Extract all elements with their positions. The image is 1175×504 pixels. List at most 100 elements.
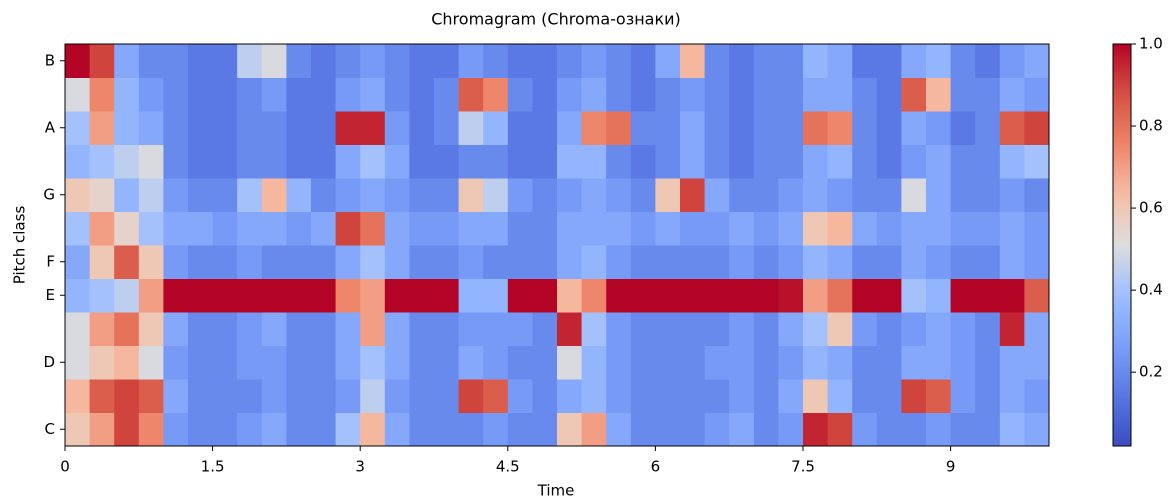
heatmap-cell: [212, 144, 238, 179]
heatmap-cell: [65, 178, 91, 212]
heatmap-cell: [901, 379, 927, 413]
heatmap-cell: [483, 144, 509, 179]
heatmap-cell: [876, 379, 902, 413]
heatmap-cell: [384, 312, 410, 346]
heatmap-cell: [335, 379, 361, 413]
heatmap-cell: [138, 345, 164, 380]
heatmap-cell: [483, 77, 509, 112]
heatmap-cell: [729, 245, 755, 279]
heatmap-cell: [360, 77, 386, 112]
heatmap-cell: [188, 111, 214, 145]
heatmap-cell: [852, 412, 878, 447]
heatmap-cell: [753, 245, 779, 279]
heatmap-cell: [212, 312, 238, 346]
heatmap-cell: [286, 144, 312, 179]
heatmap-cell: [335, 211, 361, 246]
heatmap-cell: [1024, 379, 1050, 413]
heatmap-cell: [901, 77, 927, 112]
heatmap-cell: [778, 144, 804, 179]
heatmap-cell: [606, 178, 632, 212]
heatmap-cell: [803, 44, 829, 78]
heatmap-cell: [753, 345, 779, 380]
heatmap-cell: [114, 44, 140, 78]
heatmap-cell: [827, 345, 853, 380]
heatmap-cell: [655, 245, 681, 279]
heatmap-cell: [999, 111, 1025, 145]
heatmap-cell: [680, 178, 706, 212]
heatmap-cell: [655, 44, 681, 78]
heatmap-cell: [852, 312, 878, 346]
heatmap-cell: [409, 44, 435, 78]
heatmap-cell: [655, 379, 681, 413]
heatmap-cell: [409, 211, 435, 246]
x-tick-label: 3: [355, 458, 365, 476]
heatmap-cell: [188, 412, 214, 447]
heatmap-cell: [384, 245, 410, 279]
heatmap-cell: [950, 345, 976, 380]
heatmap-cell: [557, 144, 583, 179]
heatmap-cell: [261, 111, 287, 145]
heatmap-cell: [507, 77, 533, 112]
heatmap-cell: [581, 44, 607, 78]
heatmap-cell: [999, 144, 1025, 179]
heatmap-cell: [360, 312, 386, 346]
heatmap-cell: [1024, 44, 1050, 78]
heatmap-cell: [655, 278, 681, 313]
heatmap-cell: [655, 178, 681, 212]
heatmap-cell: [237, 111, 263, 145]
heatmap-cell: [434, 379, 460, 413]
heatmap-cell: [89, 111, 115, 145]
heatmap-cell: [950, 412, 976, 447]
heatmap-cell: [458, 245, 484, 279]
heatmap-cell: [483, 345, 509, 380]
heatmap-cell: [704, 144, 730, 179]
heatmap-cell: [507, 111, 533, 145]
heatmap-cell: [434, 178, 460, 212]
heatmap-cell: [704, 111, 730, 145]
heatmap-cell: [434, 312, 460, 346]
heatmap-cell: [557, 178, 583, 212]
heatmap-cell: [680, 77, 706, 112]
y-tick-label: C: [45, 420, 55, 438]
heatmap-cell: [729, 345, 755, 380]
heatmap-cell: [926, 312, 952, 346]
heatmap-cell: [680, 379, 706, 413]
heatmap-cell: [655, 211, 681, 246]
heatmap-cell: [384, 345, 410, 380]
heatmap-cell: [1024, 312, 1050, 346]
heatmap-cell: [507, 379, 533, 413]
heatmap-cell: [434, 245, 460, 279]
heatmap-cell: [975, 144, 1001, 179]
heatmap-cell: [803, 412, 829, 447]
heatmap-cell: [261, 77, 287, 112]
heatmap-cell: [606, 312, 632, 346]
heatmap-cell: [114, 245, 140, 279]
heatmap-cell: [975, 412, 1001, 447]
heatmap-cell: [630, 345, 656, 380]
heatmap-cell: [507, 312, 533, 346]
heatmap-cell: [89, 178, 115, 212]
heatmap-cell: [901, 312, 927, 346]
heatmap-cell: [163, 178, 189, 212]
heatmap-cell: [803, 211, 829, 246]
heatmap-cell: [778, 178, 804, 212]
heatmap-cell: [114, 412, 140, 447]
heatmap-cell: [778, 278, 804, 313]
heatmap-cell: [286, 345, 312, 380]
heatmap-cell: [827, 144, 853, 179]
colorbar-tick-label: 0.8: [1139, 117, 1163, 135]
heatmap-cell: [138, 211, 164, 246]
heatmap-cell: [138, 77, 164, 112]
heatmap-cell: [630, 144, 656, 179]
heatmap-cell: [557, 412, 583, 447]
heatmap-cell: [975, 245, 1001, 279]
heatmap-cell: [458, 144, 484, 179]
heatmap-cell: [901, 345, 927, 380]
heatmap-cell: [630, 44, 656, 78]
colorbar: [1112, 43, 1132, 447]
heatmap-cell: [532, 278, 558, 313]
y-tick-label: G: [43, 185, 55, 203]
heatmap-cell: [778, 412, 804, 447]
heatmap-cell: [606, 345, 632, 380]
